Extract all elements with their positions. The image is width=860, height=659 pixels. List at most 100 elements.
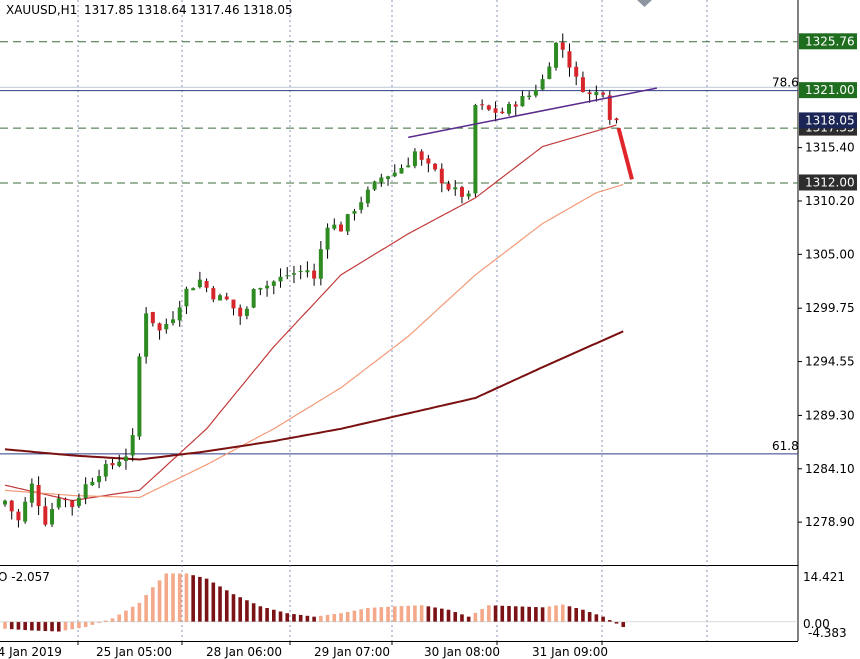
osc-bar-34 <box>231 594 236 622</box>
header-high: 1318.64 <box>137 3 187 17</box>
osc-bar-43 <box>292 614 296 622</box>
candle-body-86 <box>580 77 585 93</box>
osc-bar-58 <box>392 606 397 622</box>
osc-bar-36 <box>245 600 249 622</box>
candle-body-54 <box>365 189 370 204</box>
candle-body-73 <box>493 108 498 113</box>
time-tick-2: 28 Jan 06:00 <box>206 645 282 659</box>
candle-body-25 <box>171 319 175 324</box>
candle-body-36 <box>244 308 249 316</box>
candle-body-14 <box>97 476 102 483</box>
candle-body-44 <box>298 271 303 273</box>
osc-bar-11 <box>77 621 81 629</box>
osc-bar-87 <box>587 612 592 622</box>
candle-body-50 <box>339 224 343 232</box>
osc-bar-30 <box>204 578 209 622</box>
osc-bar-5 <box>36 621 41 631</box>
osc-bar-56 <box>379 607 384 622</box>
candle-body-78 <box>527 95 532 98</box>
osc-bar-72 <box>487 605 491 622</box>
candle-body-32 <box>218 295 223 301</box>
osc-bar-69 <box>466 616 471 622</box>
candle-body-18 <box>123 456 128 461</box>
osc-bar-28 <box>191 575 195 622</box>
osc-bar-25 <box>171 573 175 622</box>
candle-body-5 <box>36 484 41 507</box>
osc-bar-9 <box>63 621 68 631</box>
candle-body-65 <box>439 168 444 184</box>
time-tick-1: 25 Jan 05:00 <box>96 645 172 659</box>
osc-bar-41 <box>278 611 283 622</box>
osc-bar-57 <box>386 606 390 622</box>
main-plot-area[interactable] <box>0 0 798 565</box>
candle-body-72 <box>486 105 491 110</box>
osc-bar-66 <box>446 609 451 622</box>
candle-body-13 <box>90 481 95 486</box>
osc-bar-46 <box>312 616 316 622</box>
osc-bar-68 <box>460 614 464 622</box>
osc-bar-63 <box>426 606 431 622</box>
osc-bar-52 <box>352 610 357 622</box>
ma-line-fast <box>4 124 617 502</box>
candle-body-79 <box>533 89 538 96</box>
osc-bar-50 <box>339 613 343 622</box>
drawing-objects <box>408 87 657 180</box>
candle-body-83 <box>560 42 565 50</box>
osc-bar-59 <box>399 606 404 622</box>
candle-body-1 <box>9 500 14 512</box>
osc-bar-62 <box>419 605 424 622</box>
candle-body-34 <box>231 299 236 309</box>
candle-body-69 <box>466 193 471 197</box>
osc-bar-64 <box>433 607 437 622</box>
osc-bar-88 <box>594 614 599 622</box>
candle-body-21 <box>144 313 149 357</box>
price-tick-7: 1289.30 <box>805 408 855 422</box>
ma-line-mid <box>4 183 624 499</box>
candle-body-35 <box>238 307 243 317</box>
candle-body-12 <box>83 484 88 499</box>
header-close: 1318.05 <box>243 3 293 17</box>
candle-body-45 <box>305 270 310 273</box>
osc-zero-label: 0.00 <box>803 617 830 631</box>
osc-bar-38 <box>258 606 263 622</box>
price-tick-8: 1284.10 <box>805 462 855 476</box>
osc-bar-55 <box>372 607 377 622</box>
candle-body-89 <box>601 92 606 95</box>
osc-bar-32 <box>218 586 222 622</box>
price-axis: 1315.40 1310.20 1305.00 1299.75 1294.55 1289.… <box>798 33 857 640</box>
price-tick-4: 1305.00 <box>805 247 855 261</box>
candle-body-58 <box>392 172 397 177</box>
chart-handle-icon[interactable] <box>637 0 652 7</box>
candle-body-74 <box>500 111 505 114</box>
candle-body-37 <box>251 289 256 308</box>
candle-body-20 <box>137 356 142 437</box>
osc-bar-78 <box>527 606 531 622</box>
candle-body-9 <box>63 499 68 501</box>
time-tick-0: 24 Jan 2019 <box>0 645 62 659</box>
osc-bar-13 <box>90 621 95 625</box>
osc-bar-10 <box>70 621 74 630</box>
oscillator-plot-area[interactable] <box>0 567 798 641</box>
candle-body-31 <box>211 288 216 300</box>
osc-bar-6 <box>43 621 48 632</box>
osc-bar-18 <box>124 610 128 622</box>
candle-body-24 <box>164 323 169 330</box>
candle-body-41 <box>278 276 283 282</box>
osc-bar-44 <box>298 614 303 622</box>
header-open: 1317.85 <box>84 3 134 17</box>
osc-bar-4 <box>30 621 34 631</box>
osc-bar-73 <box>493 605 498 622</box>
osc-bar-31 <box>211 582 216 622</box>
osc-bar-1 <box>9 621 14 630</box>
osc-bar-16 <box>110 618 115 622</box>
candle-body-59 <box>399 167 404 174</box>
osc-bar-65 <box>440 608 444 622</box>
level-tag-0: 1321.00 <box>805 83 855 97</box>
candle-body-30 <box>204 281 209 288</box>
osc-bar-39 <box>265 608 269 622</box>
osc-bar-54 <box>366 608 370 622</box>
candle-body-38 <box>258 288 263 290</box>
candle-body-40 <box>271 281 276 286</box>
candle-body-63 <box>426 158 431 164</box>
